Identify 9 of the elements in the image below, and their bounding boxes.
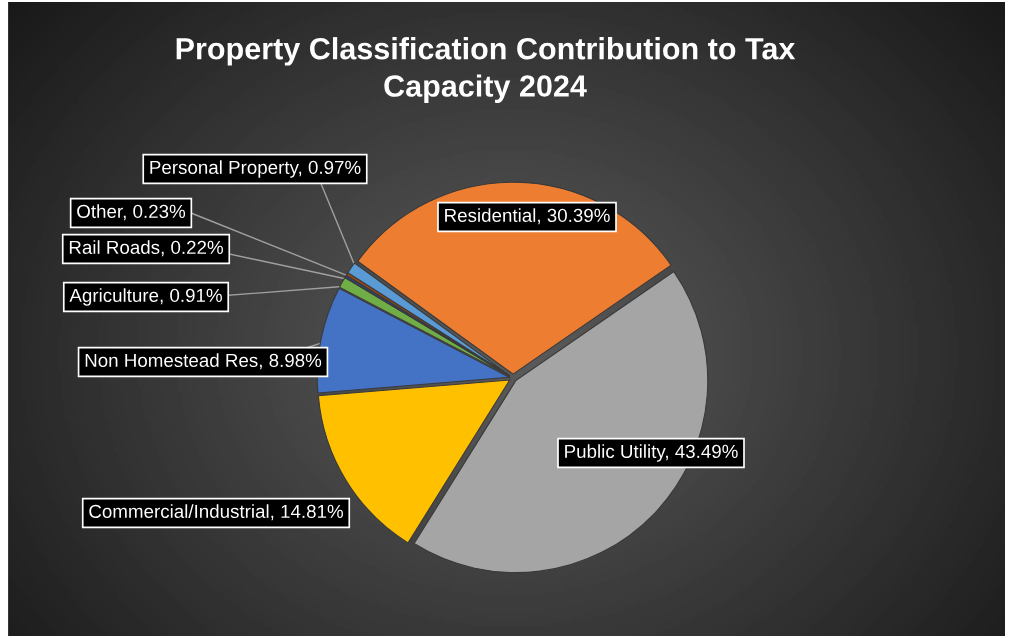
slice-label: Agriculture, 0.91% [69,288,222,306]
slice-label: Non Homestead Res, 8.98% [85,353,322,370]
slice-label: Public Utility, 43.49% [565,444,738,462]
slice-label: Residential, 30.39% [445,208,610,225]
slice-label: Personal Property, 0.97% [150,160,361,178]
chart-title: Property Classification Contribution to Tax Capacity 2024 [176,37,796,103]
slice-label: Commercial/Industrial, 14.81% [89,504,343,521]
slice-label: Rail Roads, 0.22% [69,240,223,257]
slice-label: Other, 0.23% [77,204,186,221]
